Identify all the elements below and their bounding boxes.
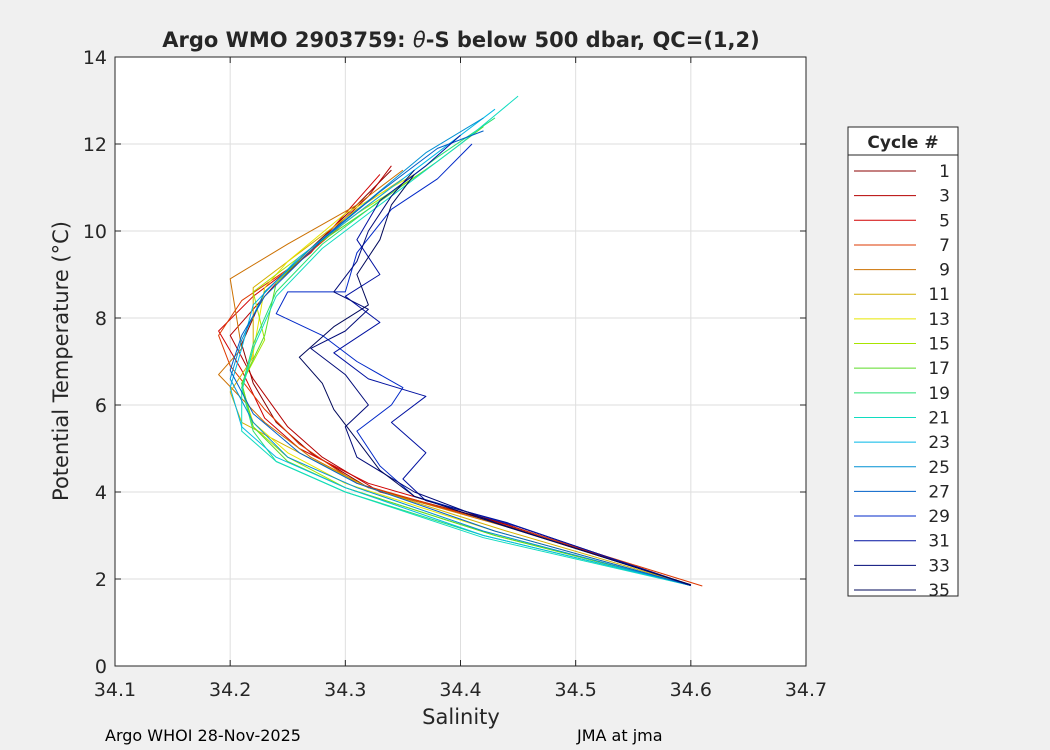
footer-right: JMA at jma: [576, 726, 663, 745]
x-tick-label: 34.6: [670, 679, 712, 701]
legend-title: Cycle #: [867, 133, 938, 153]
chart-title-suffix: -S below 500 dbar, QC=(1,2): [426, 28, 760, 52]
series-line-cycle-9: [218, 169, 691, 586]
legend-label-cycle-25: 25: [928, 458, 950, 478]
legend-label-cycle-5: 5: [939, 211, 950, 231]
x-axis-label: Salinity: [422, 705, 500, 729]
legend-label-cycle-13: 13: [928, 310, 950, 330]
x-tick-label: 34.7: [785, 679, 827, 701]
series-line-cycle-31: [333, 134, 691, 586]
y-tick-label: 4: [95, 482, 107, 504]
series-line-cycle-11: [229, 178, 691, 586]
legend-label-cycle-3: 3: [939, 187, 950, 207]
legend-label-cycle-7: 7: [939, 236, 950, 256]
footer-left: Argo WHOI 28-Nov-2025: [105, 726, 301, 745]
legend-label-cycle-17: 17: [928, 359, 950, 379]
legend-label-cycle-9: 9: [939, 261, 950, 281]
legend-label-cycle-15: 15: [928, 335, 950, 355]
legend-label-cycle-23: 23: [928, 433, 950, 453]
series-line-cycle-23: [229, 108, 691, 586]
legend-label-cycle-21: 21: [928, 408, 950, 428]
legend-label-cycle-35: 35: [928, 581, 950, 601]
series-line-cycle-21: [241, 95, 691, 586]
series-group: [218, 95, 703, 587]
chart-title-prefix: Argo WMO 2903759:: [162, 28, 413, 52]
legend-label-cycle-27: 27: [928, 482, 950, 502]
legend-label-cycle-33: 33: [928, 556, 950, 576]
series-line-cycle-7: [218, 178, 703, 587]
x-tick-label: 34.5: [555, 679, 597, 701]
legend-label-cycle-11: 11: [928, 285, 950, 305]
legend-label-cycle-31: 31: [928, 532, 950, 552]
y-tick-label: 14: [83, 47, 107, 69]
legend-label-cycle-19: 19: [928, 384, 950, 404]
series-line-cycle-25: [229, 117, 691, 586]
y-axis-label: Potential Temperature (°C): [49, 221, 73, 501]
x-tick-label: 34.2: [209, 679, 251, 701]
x-tick-label: 34.4: [439, 679, 481, 701]
x-tick-label: 34.1: [94, 679, 136, 701]
y-tick-label: 10: [83, 221, 107, 243]
chart-title: Argo WMO 2903759: θ-S below 500 dbar, QC…: [162, 28, 759, 52]
chart-title-theta: θ: [413, 28, 426, 52]
legend-label-cycle-1: 1: [939, 162, 950, 182]
y-tick-label: 12: [83, 134, 107, 156]
y-tick-label: 6: [95, 395, 107, 417]
y-tick-label: 0: [95, 656, 107, 678]
x-axis-ticks: 34.1 34.2 34.3 34.4 34.5 34.6 34.7: [94, 57, 827, 701]
series-line-cycle-33: [310, 169, 691, 586]
series-line-cycle-27: [229, 130, 691, 586]
legend-label-cycle-29: 29: [928, 507, 950, 527]
legend-box: [847, 126, 959, 597]
series-line-cycle-35: [298, 174, 691, 586]
y-tick-label: 2: [95, 569, 107, 591]
y-tick-label: 8: [95, 308, 107, 330]
y-axis-ticks: 0 2 4 6 8 10 12 14: [83, 47, 806, 678]
x-tick-label: 34.3: [324, 679, 366, 701]
